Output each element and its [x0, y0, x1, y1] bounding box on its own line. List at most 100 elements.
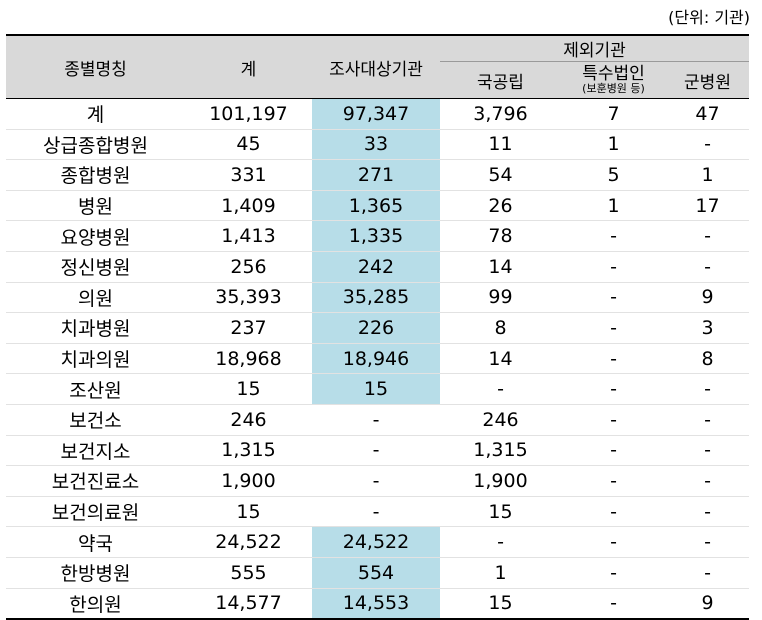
cell-military: -: [666, 129, 750, 161]
cell-national: 99: [440, 282, 561, 314]
header-special-label: 특수법인: [582, 63, 645, 84]
cell-military: 1: [666, 159, 750, 191]
cell-name: 조산원: [6, 373, 185, 405]
cell-surveyed: 14,553: [312, 588, 440, 620]
cell-special: -: [561, 373, 666, 405]
cell-total: 18,968: [185, 343, 312, 375]
cell-name: 치과의원: [6, 343, 185, 375]
cell-special: -: [561, 465, 666, 497]
cell-national: 11: [440, 129, 561, 161]
table-row: 상급종합병원 45 33 11 1-: [6, 129, 750, 161]
table-row: 조산원 15 15- - -: [6, 373, 750, 405]
cell-surveyed: 1,335: [312, 220, 440, 252]
cell-name: 보건의료원: [6, 496, 185, 528]
header-total: 계: [185, 35, 312, 99]
table-row: 보건의료원 15-15- -: [6, 496, 750, 528]
cell-military: -: [666, 435, 750, 467]
cell-national: 8: [440, 312, 561, 344]
cell-name: 요양병원: [6, 220, 185, 252]
cell-name: 치과병원: [6, 312, 185, 344]
cell-special: -: [561, 312, 666, 344]
header-special: 특수법인 (보훈병원 등): [561, 61, 666, 99]
cell-national: 1,900: [440, 465, 561, 497]
table-header: 종별명칭 계 조사대상기관 제외기관 국공립 특수법인 (보훈병원 등) 군병원: [6, 35, 750, 99]
cell-name: 종합병원: [6, 159, 185, 191]
cell-name: 계: [6, 98, 185, 130]
cell-name: 의원: [6, 282, 185, 314]
cell-total: 1,315: [185, 435, 312, 467]
cell-military: -: [666, 496, 750, 528]
cell-military: 9: [666, 588, 750, 620]
cell-surveyed: 97,347: [312, 98, 440, 130]
cell-national: 14: [440, 343, 561, 375]
cell-special: -: [561, 404, 666, 436]
table-row: 보건진료소 1,900-1,900- -: [6, 465, 750, 497]
cell-national: 26: [440, 190, 561, 222]
cell-name: 보건소: [6, 404, 185, 436]
cell-military: -: [666, 220, 750, 252]
cell-name: 한의원: [6, 588, 185, 620]
cell-total: 15: [185, 496, 312, 528]
cell-total: 256: [185, 251, 312, 283]
table-row: 의원 35,393 35,285 99-9: [6, 282, 750, 314]
table-row: 한방병원 555 554 1- -: [6, 557, 750, 589]
table-row: 보건지소 1,315-1,315- -: [6, 435, 750, 467]
cell-surveyed: 18,946: [312, 343, 440, 375]
cell-special: 7: [561, 98, 666, 130]
cell-surveyed: 242: [312, 251, 440, 283]
table-row: 병원 1,409 1,365 26 1 17: [6, 190, 750, 222]
cell-military: 8: [666, 343, 750, 375]
table-row: 종합병원 331 271 54 5 1: [6, 159, 750, 191]
cell-military: 17: [666, 190, 750, 222]
cell-name: 상급종합병원: [6, 129, 185, 161]
cell-name: 보건진료소: [6, 465, 185, 497]
cell-special: -: [561, 496, 666, 528]
table-row: 계 101,197 97,347 3,796 7 47: [6, 98, 750, 130]
header-name: 종별명칭: [6, 35, 185, 99]
cell-military: 9: [666, 282, 750, 314]
cell-surveyed: -: [312, 404, 440, 436]
cell-total: 237: [185, 312, 312, 344]
cell-national: -: [440, 526, 561, 558]
institution-table: 종별명칭 계 조사대상기관 제외기관 국공립 특수법인 (보훈병원 등) 군병원…: [6, 34, 750, 620]
cell-special: 1: [561, 129, 666, 161]
cell-special: -: [561, 435, 666, 467]
header-military: 군병원: [666, 61, 750, 99]
cell-special: 5: [561, 159, 666, 191]
cell-total: 1,409: [185, 190, 312, 222]
cell-total: 246: [185, 404, 312, 436]
cell-national: 3,796: [440, 98, 561, 130]
cell-military: -: [666, 557, 750, 589]
cell-military: -: [666, 526, 750, 558]
cell-special: -: [561, 557, 666, 589]
cell-military: -: [666, 373, 750, 405]
cell-surveyed: 35,285: [312, 282, 440, 314]
cell-surveyed: -: [312, 435, 440, 467]
cell-total: 1,900: [185, 465, 312, 497]
cell-surveyed: 271: [312, 159, 440, 191]
cell-military: -: [666, 404, 750, 436]
cell-surveyed: 33: [312, 129, 440, 161]
unit-label: (단위: 기관): [668, 8, 750, 27]
header-special-note: (보훈병원 등): [582, 81, 645, 95]
cell-surveyed: -: [312, 496, 440, 528]
cell-national: 14: [440, 251, 561, 283]
cell-surveyed: 226: [312, 312, 440, 344]
cell-surveyed: 554: [312, 557, 440, 589]
cell-total: 1,413: [185, 220, 312, 252]
cell-military: -: [666, 251, 750, 283]
cell-special: -: [561, 282, 666, 314]
cell-special: -: [561, 526, 666, 558]
cell-special: -: [561, 588, 666, 620]
table-row: 약국 24,522 24,522- - -: [6, 526, 750, 558]
header-national: 국공립: [440, 61, 561, 99]
cell-national: 15: [440, 588, 561, 620]
cell-special: -: [561, 220, 666, 252]
cell-total: 331: [185, 159, 312, 191]
cell-name: 보건지소: [6, 435, 185, 467]
table-row: 보건소 246-246- -: [6, 404, 750, 436]
cell-military: 3: [666, 312, 750, 344]
cell-special: 1: [561, 190, 666, 222]
cell-surveyed: 24,522: [312, 526, 440, 558]
cell-total: 35,393: [185, 282, 312, 314]
